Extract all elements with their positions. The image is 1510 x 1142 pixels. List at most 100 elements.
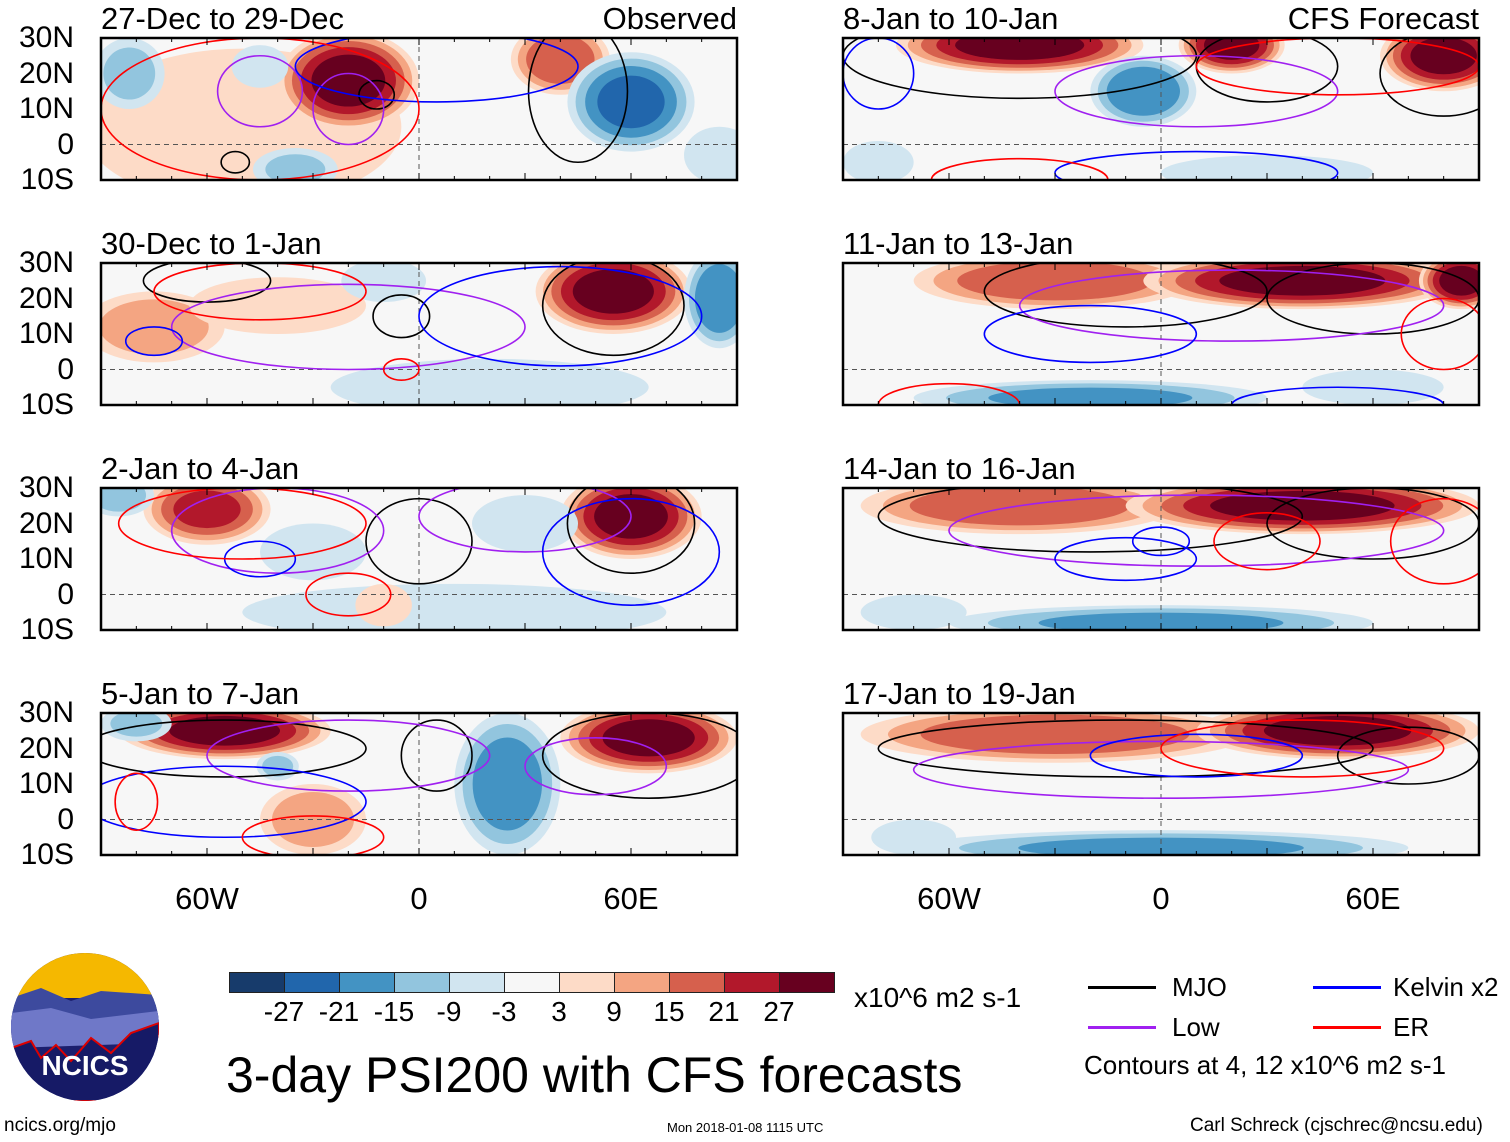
lat-tick-label: 20N [18,506,74,540]
svg-text:NCICS: NCICS [41,1050,128,1081]
negative-anomaly [1018,837,1304,855]
low-line-swatch [1088,1026,1156,1029]
contour-line [241,815,385,855]
negative-anomaly [341,263,427,303]
negative-anomaly [860,594,967,630]
panel-source-label: CFS Forecast [1287,1,1479,36]
colorbar-label: -21 [318,996,360,1027]
lon-tick-label: 0 [410,881,428,916]
contour-line [294,38,579,103]
positive-anomaly [311,54,386,107]
contour-line [524,737,668,796]
map-panel [99,711,739,857]
lat-tick-label: 0 [57,352,74,386]
contour-line [877,488,1304,553]
contour-line [170,283,526,371]
lat-tick-label: 20N [18,731,74,765]
negative-anomaly [871,819,957,855]
contour-line [1266,488,1479,560]
positive-anomaly [572,269,654,314]
map-panel [841,261,1481,407]
colorbar-label: -9 [436,996,462,1027]
colorbar-swatch [449,972,505,993]
panel-title: 17-Jan to 19-Jan [843,676,1076,711]
colorbar-label: 9 [606,996,622,1027]
colorbar-label: 27 [763,996,795,1027]
contour-line [418,488,632,553]
panel-title: 30-Dec to 1-Jan [101,226,322,261]
contour-line [566,488,696,574]
site-url[interactable]: ncics.org/mjo [4,1115,116,1136]
panel-source-label: Observed [602,1,737,36]
contour-line [358,79,396,110]
contour-line [912,740,1410,799]
colorbar-swatch [559,972,615,993]
negative-anomaly [231,45,289,88]
lat-tick-label: 0 [57,577,74,611]
positive-anomaly [955,38,1085,60]
contours-note: Contours at 4, 12 x10^6 m2 s-1 [1084,1050,1446,1080]
negative-anomaly [103,47,156,100]
contour-line [983,304,1198,364]
lon-tick-label: 60E [603,881,659,916]
lat-tick-label: 0 [57,127,74,161]
contour-line [983,263,1268,328]
contour-line [101,719,367,778]
contour-line [948,494,1445,567]
negative-anomaly [694,264,737,333]
colorbar-swatch [614,972,670,993]
negative-anomaly [262,755,294,777]
contour-line [1266,263,1479,335]
contour-line [400,719,473,792]
author-credit: Carl Schreck (cjschrec@ncsu.edu) [1190,1115,1483,1136]
contour-line [365,497,473,585]
kelvin-line-swatch [1313,986,1381,989]
contour-line [101,38,420,180]
lat-tick-label: 30N [18,471,74,504]
lat-tick-label: 10S [20,838,74,871]
lat-tick-label: 10N [18,92,74,125]
contour-line [877,382,1021,405]
negative-anomaly [265,154,326,180]
contour-line [1131,526,1191,557]
lat-tick-label: 10N [18,317,74,350]
lat-tick-label: 0 [57,802,74,836]
lat-tick-label: 10N [18,767,74,800]
map-panels [99,36,1481,857]
contour-line [305,572,392,617]
units-label: x10^6 m2 s-1 [854,982,1022,1013]
negative-anomaly [242,583,667,630]
contour-line [1400,297,1479,371]
negative-anomaly [1161,155,1373,180]
timestamp: Mon 2018-01-08 1115 UTC [667,1120,824,1135]
colorbar-label: -27 [263,996,305,1027]
colorbar-swatch [229,972,285,993]
panel-title: 2-Jan to 4-Jan [101,451,300,486]
lon-tick-label: 60W [917,881,981,916]
colorbar-swatch [779,972,835,993]
contour-line [1054,54,1339,128]
contour-line [170,488,385,574]
positive-anomaly [526,38,595,84]
contour-line [216,54,304,128]
contour-line [541,713,737,799]
contour-line [1089,733,1304,778]
map-panel [99,36,739,182]
contour-line [527,38,629,164]
contour-line [1054,150,1339,180]
contour-line [382,358,420,381]
lat-tick-label: 20N [18,281,74,315]
positive-anomaly [355,583,412,627]
contour-line [114,772,159,831]
contour-line [1160,719,1445,778]
map-panel [841,36,1481,182]
negative-anomaly [843,140,914,180]
lat-tick-label: 10S [20,613,74,646]
positive-anomaly [909,488,1130,526]
contour-line [206,719,491,792]
colorbar-label: -3 [491,996,517,1027]
lat-tick-label: 10S [20,388,74,421]
legend-mjo: MJO [1172,972,1227,1002]
contour-line [1379,38,1479,117]
positive-anomaly [1219,265,1386,296]
